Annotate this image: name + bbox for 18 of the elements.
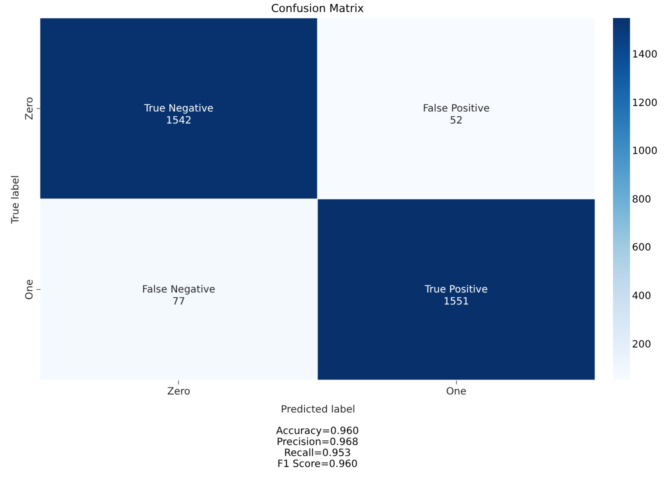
color-bar-label: 1400 (632, 49, 658, 60)
text: Accuracy=0.960 (276, 426, 359, 437)
data-label: True Negative 1542 (143, 104, 214, 126)
color-bar-label: 400 (632, 290, 652, 302)
data-label: False Positive 52 (422, 104, 490, 126)
data-label: False Negative 77 (142, 284, 216, 308)
text: Recall=0.953 (284, 448, 351, 459)
color-bar-label: 200 (632, 339, 652, 350)
color-bar-label: 600 (632, 242, 652, 254)
color-bar-label: 800 (632, 194, 652, 206)
text: F1 Score=0.960 (277, 459, 358, 470)
x-axis-title: Predicted label (280, 404, 356, 416)
color-bar-label: 1200 (632, 98, 658, 109)
y-axis-title: True label (10, 175, 22, 225)
color-bar-label: 1000 (632, 146, 658, 158)
chart-title: Confusion Matrix (271, 2, 364, 15)
text: Precision=0.968 (276, 437, 358, 448)
data-label: True Positive 1551 (424, 284, 488, 308)
